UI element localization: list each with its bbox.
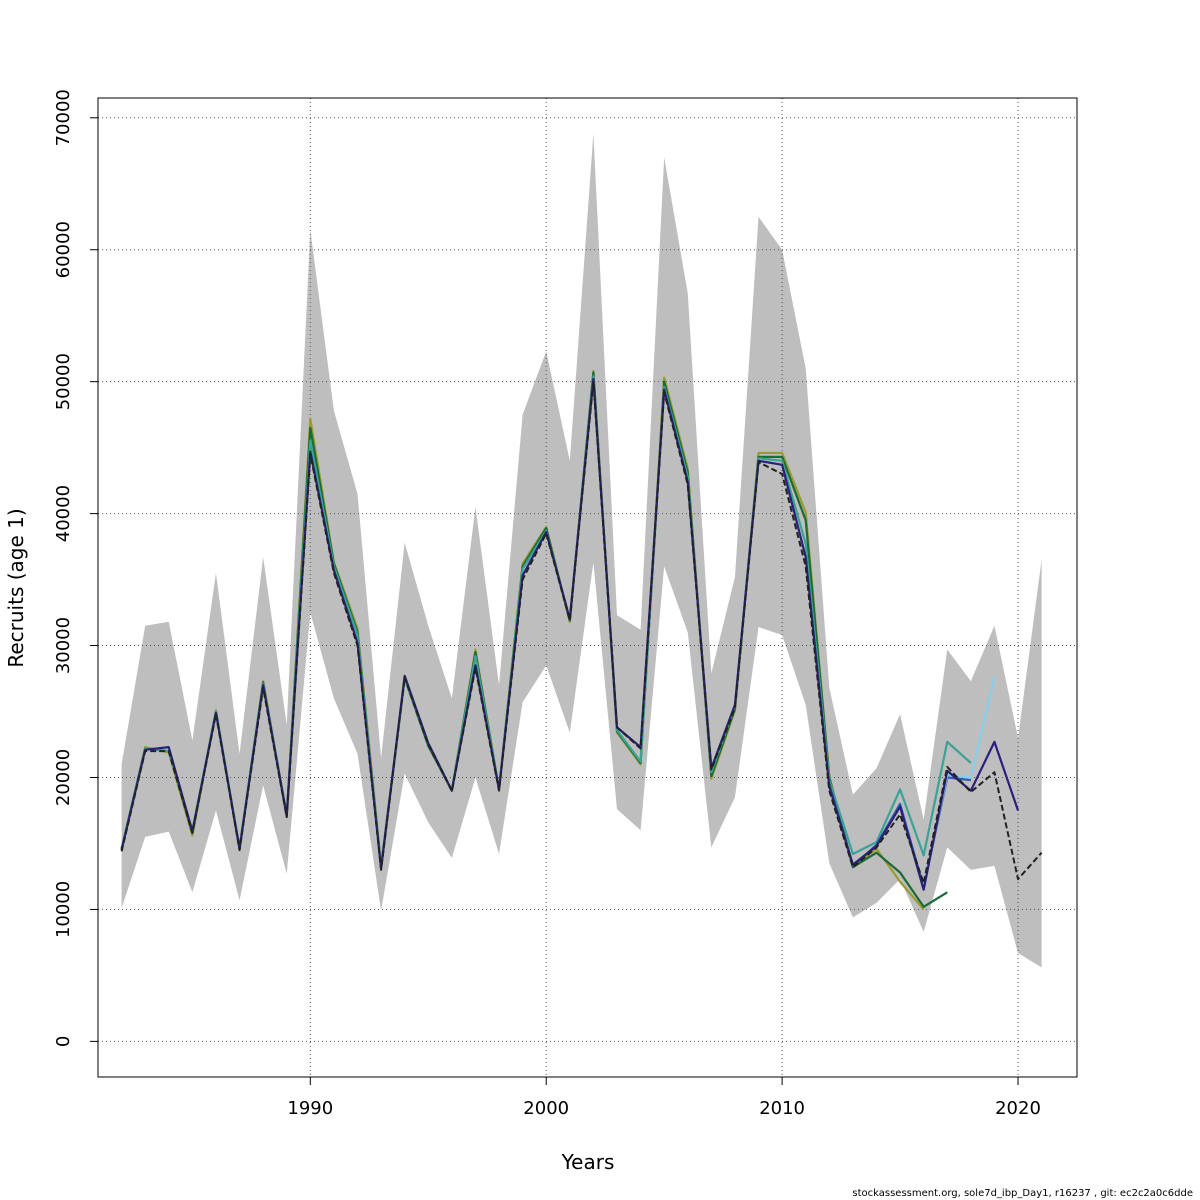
x-tick-label: 2000 [523, 1098, 569, 1119]
confidence-band [121, 133, 1042, 968]
y-tick-label: 10000 [53, 881, 74, 938]
footer-source-text: stockassessment.org, sole7d_ibp_Day1, r1… [852, 1188, 1193, 1199]
y-tick-label: 0 [53, 1036, 74, 1047]
plot-frame [97, 97, 1078, 1078]
y-tick-label: 20000 [53, 749, 74, 806]
y-axis-ticks: 0 10000 20000 30000 40000 50000 60000 70000 [53, 89, 98, 1047]
series-line-0 [120, 380, 1043, 885]
y-tick-label: 30000 [53, 617, 74, 674]
y-tick-label: 40000 [53, 485, 74, 542]
x-tick-label: 2010 [759, 1098, 805, 1119]
x-tick-label: 1990 [287, 1098, 333, 1119]
series-layer [120, 370, 1043, 911]
x-axis-label: Years [561, 1150, 615, 1174]
x-axis-ticks: 1990 2000 2010 2020 [287, 1077, 1041, 1119]
x-tick-label: 2020 [995, 1098, 1041, 1119]
y-tick-label: 50000 [53, 353, 74, 410]
confidence-band-layer [121, 133, 1042, 968]
y-tick-label: 70000 [53, 89, 74, 146]
y-axis-label: Recruits (age 1) [4, 508, 28, 667]
y-tick-label: 60000 [53, 221, 74, 278]
